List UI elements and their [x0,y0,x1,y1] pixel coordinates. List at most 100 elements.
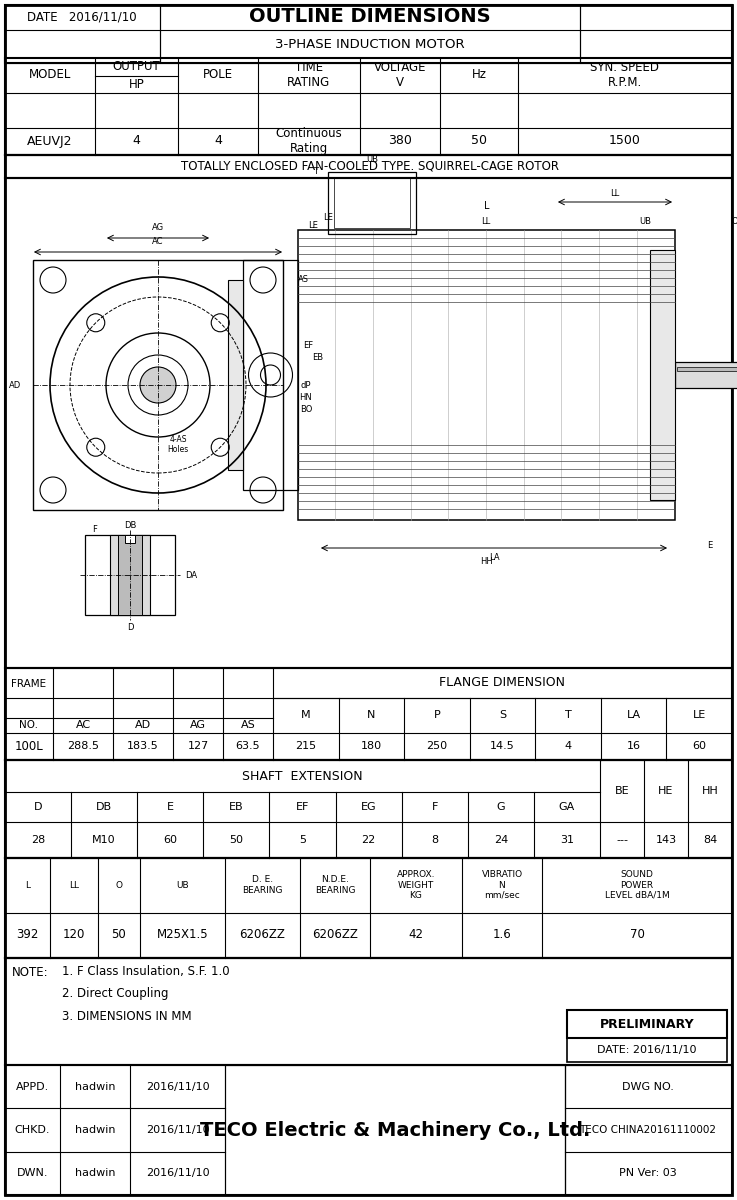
Text: AC: AC [153,238,164,246]
Text: 1500: 1500 [609,134,641,148]
Bar [5,178,732,668]
Text: DWN.: DWN. [17,1169,48,1178]
Text: VIBRATIO
N
mm/sec: VIBRATIO N mm/sec [481,870,523,900]
Text: 2016/11/10: 2016/11/10 [146,1169,209,1178]
Text: Continuous
Rating: Continuous Rating [276,127,343,155]
Text: LE: LE [308,221,318,229]
Text: TECO Electric & Machinery Co., Ltd.: TECO Electric & Machinery Co., Ltd. [200,1121,590,1140]
Text: MODEL: MODEL [29,68,71,82]
Text: AEUVJ2: AEUVJ2 [27,134,73,148]
Text: LL: LL [69,881,79,889]
Text: LA: LA [489,553,499,563]
Bar [5,5,732,62]
Text: LL: LL [610,190,620,198]
Text: 8: 8 [431,835,439,845]
Text: 70: 70 [629,929,644,942]
Text: 100L: 100L [15,739,43,752]
Text: 60: 60 [692,740,706,751]
Text: 31: 31 [560,835,574,845]
Text: 42: 42 [408,929,424,942]
Bar [567,1038,727,1062]
Text: LE: LE [693,710,706,720]
Text: TECO CHINA20161110002: TECO CHINA20161110002 [579,1126,716,1135]
Text: 6206ZZ: 6206ZZ [240,929,285,942]
Text: BO: BO [300,404,312,414]
Text: AD: AD [135,720,151,730]
Text: BE: BE [615,786,629,796]
Text: TOTALLY ENCLOSED FAN-COOLED TYPE. SQUIRREL-CAGE ROTOR: TOTALLY ENCLOSED FAN-COOLED TYPE. SQUIRR… [181,160,559,173]
Text: 4-AS: 4-AS [170,436,186,444]
Text: DB: DB [124,521,136,529]
Text: Hz: Hz [472,68,486,82]
Bar [675,362,737,388]
Text: 2016/11/10: 2016/11/10 [146,1126,209,1135]
Text: 288.5: 288.5 [67,740,99,751]
Text: LE: LE [323,214,333,222]
Text: SOUND
POWER
LEVEL dBA/1M: SOUND POWER LEVEL dBA/1M [604,870,669,900]
Text: OUTPUT: OUTPUT [113,60,161,73]
Text: EF: EF [296,802,310,812]
Text: 4: 4 [133,134,141,148]
Text: 60: 60 [164,835,178,845]
Text: P: P [433,710,440,720]
Text: O: O [732,217,737,227]
Text: D: D [127,623,133,631]
Text: EF: EF [303,341,313,349]
Text: SYN. SPEED
R.P.M.: SYN. SPEED R.P.M. [590,61,660,89]
Text: N: N [367,710,376,720]
Text: 50: 50 [229,835,243,845]
Text: 50: 50 [471,134,487,148]
Text: NO.: NO. [19,720,38,730]
Text: 4: 4 [565,740,572,751]
Text: APPROX.
WEIGHT
KG: APPROX. WEIGHT KG [397,870,436,900]
Text: PRELIMINARY: PRELIMINARY [600,1018,694,1031]
Bar [243,260,298,490]
Bar [5,58,732,155]
Text: HH: HH [702,786,719,796]
Text: TIME
RATING: TIME RATING [287,61,331,89]
Bar [328,172,416,234]
Text: T: T [313,168,318,176]
Text: L: L [483,200,489,211]
Text: 1. F Class Insulation, S.F. 1.0: 1. F Class Insulation, S.F. 1.0 [62,966,230,978]
Text: DB: DB [96,802,112,812]
Bar [225,1066,565,1195]
Bar [110,535,150,614]
Text: UB: UB [366,156,378,164]
Text: CHKD.: CHKD. [15,1126,50,1135]
Text: F: F [432,802,438,812]
Text: 84: 84 [703,835,717,845]
Text: DWG NO.: DWG NO. [622,1081,674,1092]
Text: L: L [25,881,30,889]
Text: HP: HP [129,78,144,91]
Text: EB: EB [312,353,324,361]
Text: M25X1.5: M25X1.5 [157,929,209,942]
Text: 5: 5 [299,835,306,845]
Text: UB: UB [639,217,651,227]
Bar [5,668,732,760]
Bar [160,5,580,62]
Text: POLE: POLE [203,68,233,82]
Bar [125,535,135,542]
Bar [5,5,160,62]
Text: 24: 24 [494,835,508,845]
Bar [677,367,737,371]
Text: 28: 28 [31,835,45,845]
Text: G: G [497,802,505,812]
Text: OUTLINE DIMENSIONS: OUTLINE DIMENSIONS [249,7,491,26]
Bar [5,760,732,858]
Bar [5,155,732,178]
Text: 3. DIMENSIONS IN MM: 3. DIMENSIONS IN MM [62,1009,192,1022]
Text: 50: 50 [111,929,126,942]
Text: EG: EG [361,802,377,812]
Text: EB: EB [229,802,244,812]
Text: T: T [565,710,571,720]
Bar [5,1066,732,1195]
Text: VOLTAGE
V: VOLTAGE V [374,61,426,89]
Text: dP: dP [301,380,311,390]
Text: AS: AS [240,720,256,730]
Text: HE: HE [658,786,674,796]
Bar [298,230,675,520]
Text: APPD.: APPD. [16,1081,49,1092]
Bar [650,250,675,500]
